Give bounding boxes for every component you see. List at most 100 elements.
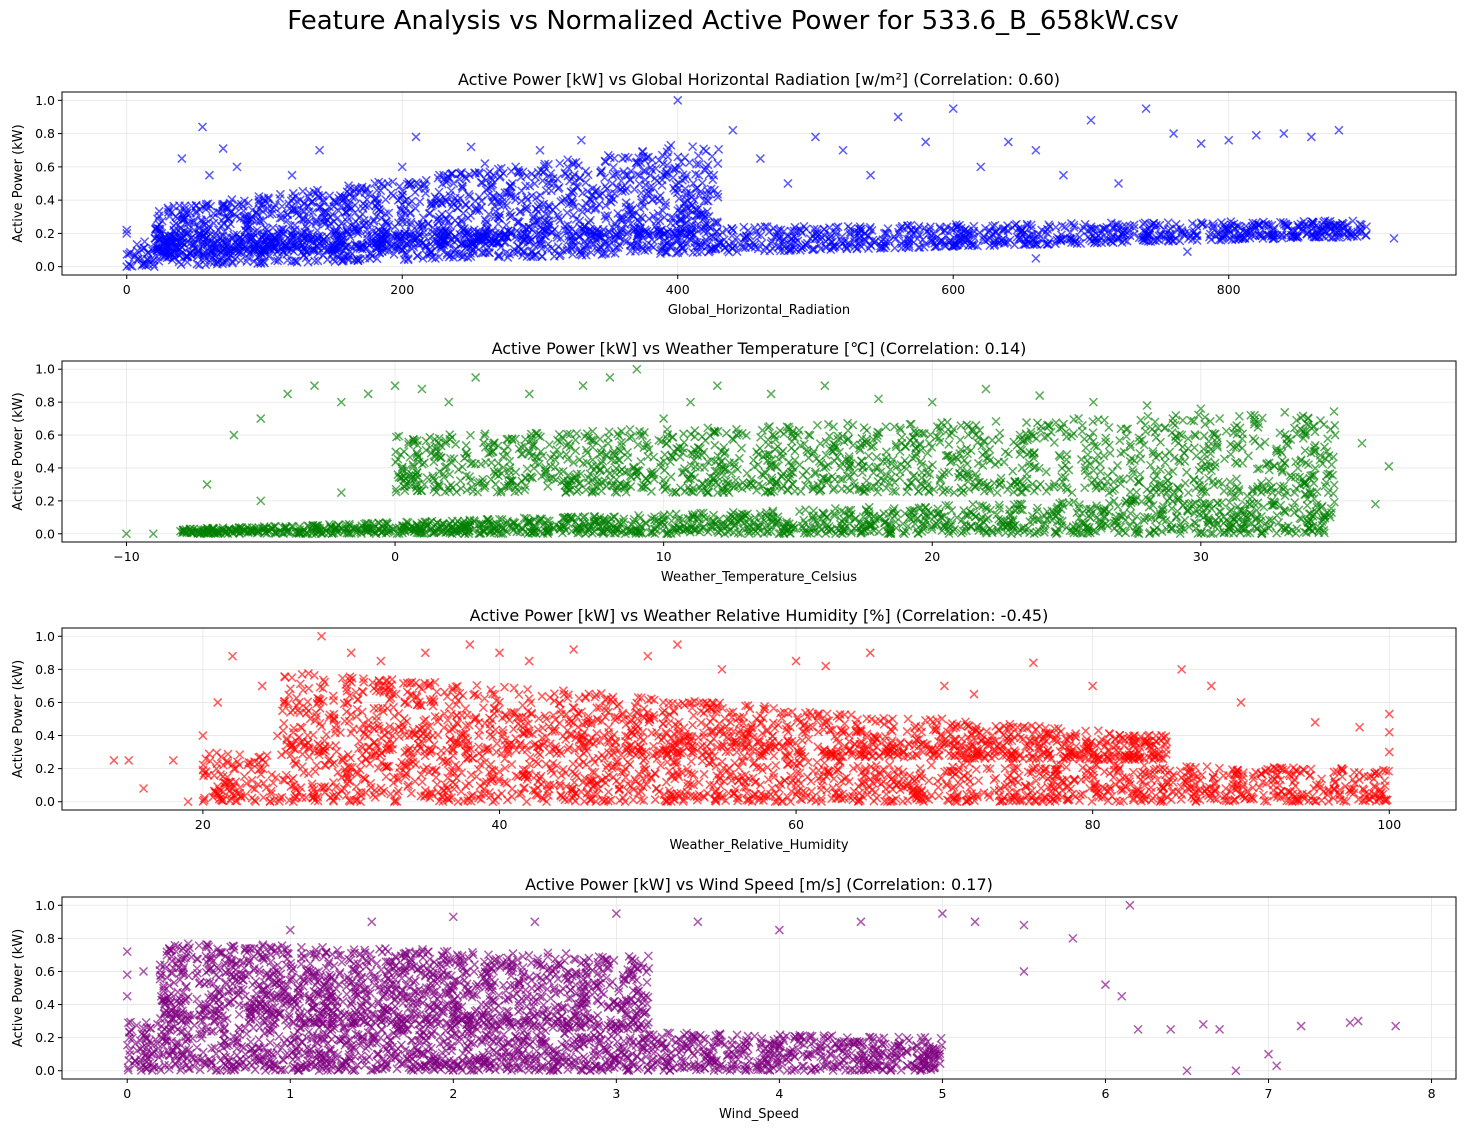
cloud-point <box>178 525 188 535</box>
cloud-point <box>277 201 287 211</box>
cloud-point <box>601 249 611 259</box>
cloud-point <box>1128 468 1138 478</box>
cloud-point <box>691 169 701 179</box>
cloud-point <box>800 480 811 490</box>
cloud-point <box>655 216 665 226</box>
cloud-point <box>646 486 656 496</box>
cloud-point <box>692 247 702 257</box>
data-point <box>604 240 614 250</box>
cloud-point <box>1210 458 1220 468</box>
cloud-point <box>211 529 221 539</box>
cloud-point <box>227 258 238 268</box>
cloud-point <box>597 527 607 537</box>
cloud-point <box>160 250 170 260</box>
cloud-point <box>1318 510 1328 520</box>
cloud-point <box>549 524 559 534</box>
cloud-point <box>410 187 420 197</box>
cloud-point <box>469 248 479 258</box>
data-point <box>287 170 297 180</box>
cloud-point <box>273 527 283 537</box>
cloud-point <box>170 252 180 262</box>
cloud-point <box>567 188 577 198</box>
cloud-point <box>160 252 170 262</box>
cloud-point <box>522 171 532 181</box>
cloud-point <box>563 171 573 181</box>
data-point <box>1334 125 1344 135</box>
data-point <box>976 162 986 172</box>
cloud-point <box>313 256 323 266</box>
data-point <box>1279 129 1289 139</box>
cloud-point <box>1018 523 1028 533</box>
cloud-point <box>916 503 926 513</box>
cloud-point <box>925 222 936 232</box>
cloud-point <box>372 254 382 264</box>
cloud-point <box>644 228 654 238</box>
cloud-point <box>732 232 742 242</box>
cloud-point <box>866 520 876 531</box>
cloud-point <box>985 444 995 454</box>
cloud-point <box>939 511 949 521</box>
cloud-point <box>1072 508 1082 518</box>
cloud-point <box>161 240 171 250</box>
cloud-point <box>262 224 272 234</box>
cloud-point <box>600 173 610 183</box>
cloud-point <box>218 523 228 533</box>
cloud-point <box>1189 443 1199 453</box>
cloud-point <box>1146 221 1156 231</box>
cloud-point <box>525 233 535 243</box>
cloud-point <box>837 232 847 242</box>
cloud-point <box>750 223 760 233</box>
cloud-point <box>464 526 474 536</box>
cloud-point <box>540 159 550 169</box>
cloud-point <box>617 437 627 447</box>
data-point <box>480 159 490 169</box>
cloud-point <box>402 238 412 248</box>
cloud-point <box>954 220 965 230</box>
cloud-point <box>154 206 164 216</box>
cloud-point <box>556 197 566 207</box>
cloud-point <box>453 465 464 475</box>
cloud-point <box>826 525 836 535</box>
cloud-point <box>1234 486 1244 496</box>
cloud-point <box>313 520 323 530</box>
cloud-point <box>189 216 199 226</box>
cloud-point <box>307 529 317 539</box>
cloud-point <box>651 521 661 531</box>
cloud-point <box>445 469 455 479</box>
cloud-point <box>629 517 639 527</box>
cloud-point <box>1087 224 1097 234</box>
cloud-point <box>1041 467 1051 477</box>
cloud-point <box>1178 415 1188 425</box>
cloud-point <box>364 189 374 199</box>
cloud-point <box>281 242 291 252</box>
cloud-point <box>343 241 353 251</box>
cloud-point <box>957 515 967 525</box>
cloud-point <box>608 162 618 172</box>
cloud-point <box>449 178 459 188</box>
cloud-point <box>1094 520 1104 530</box>
cloud-point <box>1212 442 1223 452</box>
cloud-point <box>639 483 649 493</box>
cloud-point <box>678 170 688 180</box>
cloud-point <box>460 230 470 240</box>
cloud-point <box>280 523 290 533</box>
cloud-point <box>692 159 702 169</box>
cloud-point <box>1254 463 1264 474</box>
cloud-point <box>1060 472 1070 482</box>
cloud-point <box>657 175 667 185</box>
cloud-point <box>789 243 799 253</box>
cloud-point <box>1243 451 1253 461</box>
cloud-point <box>455 519 465 529</box>
cloud-point <box>1204 232 1214 242</box>
cloud-point <box>661 529 672 539</box>
cloud-point <box>637 195 647 205</box>
cloud-point <box>194 205 204 215</box>
cloud-point <box>435 524 445 534</box>
cloud-point <box>643 152 653 162</box>
cloud-point <box>478 232 488 242</box>
cloud-point <box>812 420 822 430</box>
cloud-point <box>686 461 696 471</box>
cloud-point <box>1120 498 1130 508</box>
cloud-point <box>564 235 574 245</box>
